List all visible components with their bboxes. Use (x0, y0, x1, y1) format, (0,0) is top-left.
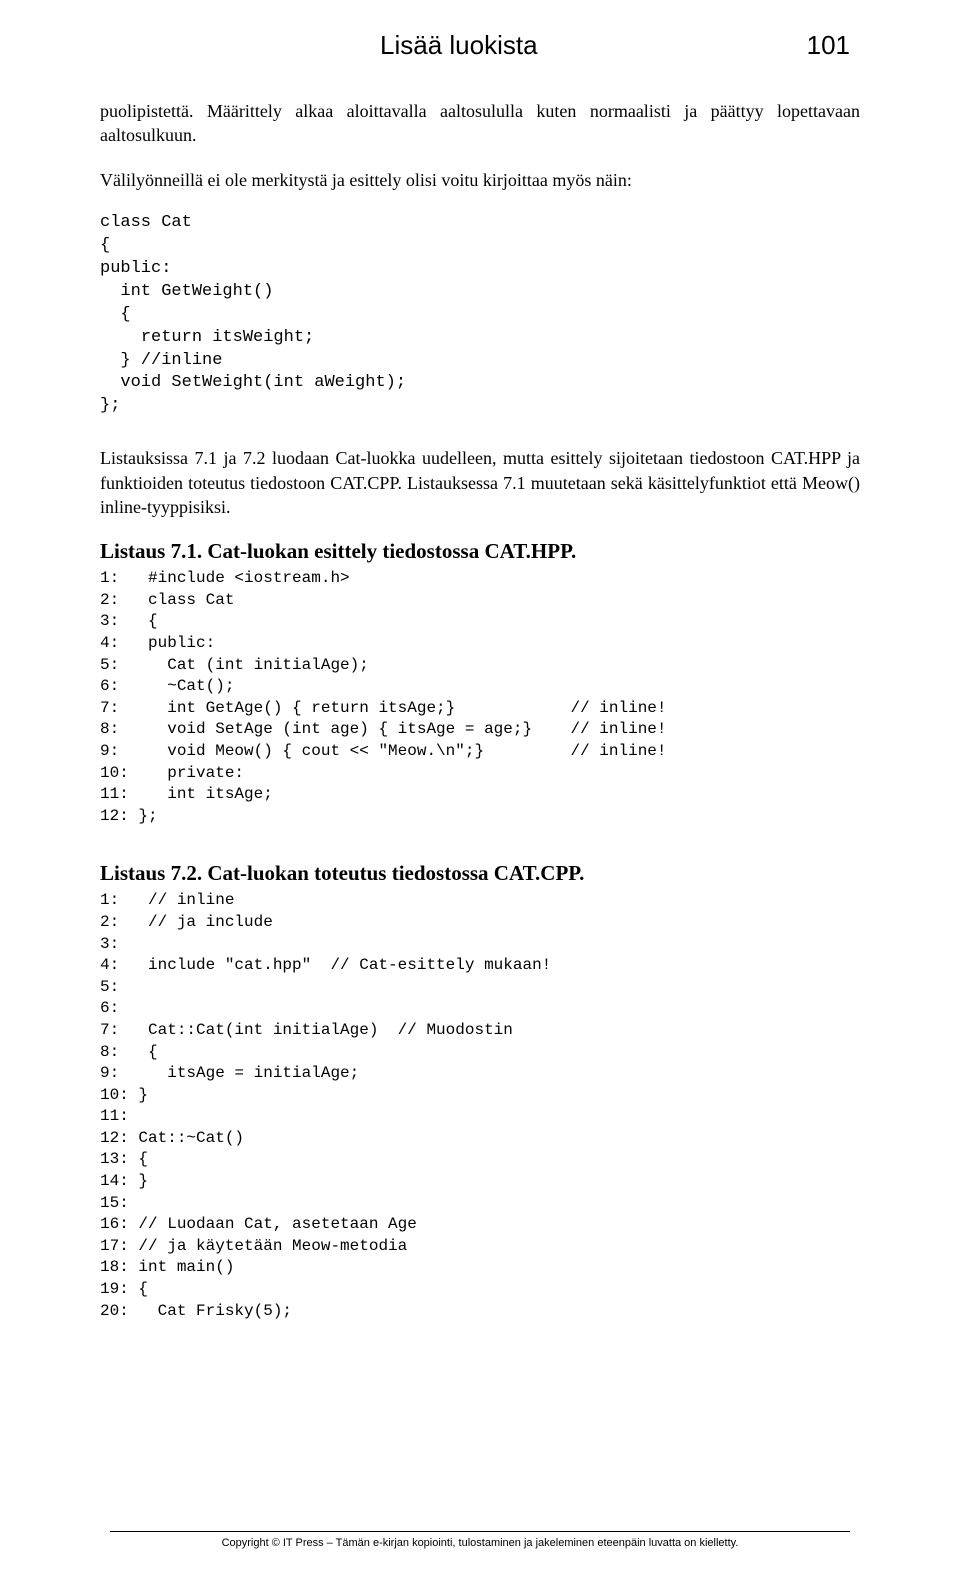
listing-1-title: Listaus 7.1. Cat-luokan esittely tiedost… (100, 539, 860, 564)
page-number: 101 (807, 30, 850, 61)
paragraph-3: Listauksissa 7.1 ja 7.2 luodaan Cat-luok… (100, 446, 860, 519)
footer: Copyright © IT Press – Tämän e-kirjan ko… (0, 1531, 960, 1549)
header-title: Lisää luokista (380, 30, 538, 61)
code-block-1: class Cat { public: int GetWeight() { re… (100, 212, 860, 418)
footer-text: Copyright © IT Press – Tämän e-kirjan ko… (222, 1537, 739, 1549)
page-header: Lisää luokista 101 (100, 30, 860, 61)
footer-divider (110, 1531, 850, 1532)
paragraph-2: Välilyönneillä ei ole merkitystä ja esit… (100, 168, 860, 192)
listing-1-code: 1: #include <iostream.h> 2: class Cat 3:… (100, 568, 860, 827)
listing-2-code: 1: // inline 2: // ja include 3: 4: incl… (100, 890, 860, 1322)
listing-2-title: Listaus 7.2. Cat-luokan toteutus tiedost… (100, 861, 860, 886)
paragraph-1: puolipistettä. Määrittely alkaa aloittav… (100, 99, 860, 148)
